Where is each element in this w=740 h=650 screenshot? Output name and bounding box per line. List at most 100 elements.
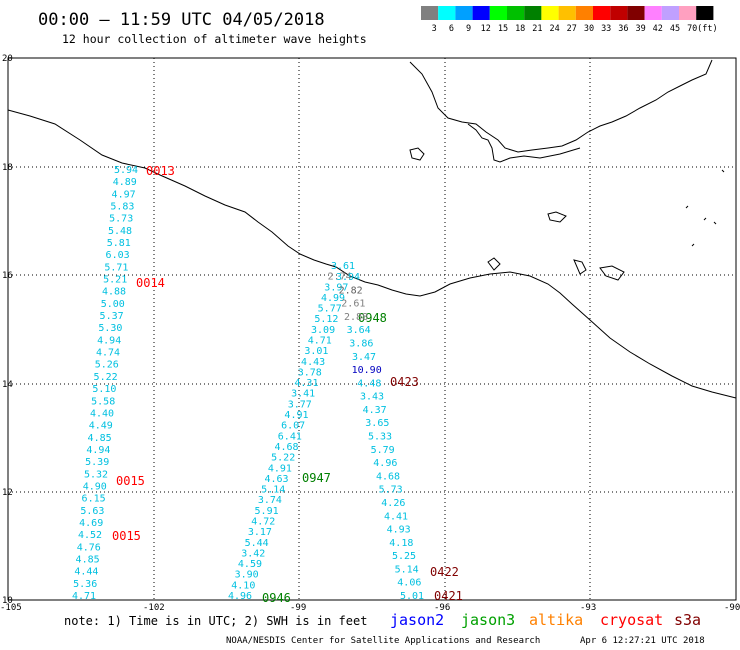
wave-height-value: 4.90 [83,481,107,492]
wave-height-value: 3.65 [365,418,389,429]
wave-height-value: 4.97 [112,189,136,200]
legend-label: 3 [432,24,437,34]
wave-height-value: 4.48 [357,378,381,389]
wave-height-value: 5.22 [271,453,295,464]
lat-tick-label: 12 [2,488,13,498]
wave-height-value: 4.85 [76,554,100,565]
legend-swatch [610,6,628,20]
legend-label: 15 [498,24,508,34]
legend-label: 33 [601,24,611,34]
legend-label: 36 [618,24,628,34]
pass-time-label: 0423 [390,375,419,389]
legend-swatch [524,6,542,20]
pass-time-label: 0015 [112,529,141,543]
wave-height-value: 5.12 [314,314,338,325]
lon-tick-label: -105 [0,603,22,613]
wave-height-value: 3.97 [324,282,348,293]
wave-height-value: 4.63 [265,474,289,485]
wave-height-value: 3.90 [235,570,259,581]
wave-height-value: 5.37 [100,311,124,322]
wave-height-value: 5.39 [85,457,109,468]
legend-label: 18 [515,24,525,34]
wave-height-value: 4.37 [363,405,387,416]
wave-height-value: 6.07 [281,421,305,432]
wave-height-value: 4.89 [113,177,137,188]
legend-label: 27 [567,24,577,34]
lon-tick-label: -96 [434,603,450,613]
wave-height-value: 4.10 [231,580,255,591]
pass-time-label: 0421 [434,589,463,603]
legend-swatch [455,6,473,20]
legend-unit: (ft) [697,24,717,34]
wave-height-value: 4.69 [79,518,103,529]
legend-swatch [558,6,576,20]
wave-height-value: 3.42 [241,548,265,559]
wave-height-value: 5.26 [95,360,119,371]
wave-height-value: 5.83 [110,202,134,213]
wave-height-value: 3.64 [347,325,371,336]
legend-label: 6 [449,24,454,34]
footer-note: note: 1) Time is in UTC; 2) SWH is in fe… [64,614,367,628]
legend-swatch [593,6,611,20]
wave-height-value: 5.14 [261,485,285,496]
wave-height-value: 4.44 [74,567,98,578]
wave-height-value: 4.41 [384,511,408,522]
wave-height-value: 4.71 [308,336,332,347]
legend-label: 12 [481,24,491,34]
wave-height-value: 4.74 [96,348,120,359]
wave-height-value: 4.96 [228,591,252,602]
wave-height-value: 3.86 [349,338,373,349]
wave-height-value: 5.22 [94,372,118,383]
wave-height-value: 4.72 [251,516,275,527]
page-subtitle: 12 hour collection of altimeter wave hei… [62,32,367,46]
satellite-label-jason3: jason3 [461,611,515,629]
wave-height-value: 4.52 [78,530,102,541]
legend-swatch [661,6,679,20]
wave-height-value: 5.25 [392,551,416,562]
wave-height-value: 4.85 [88,433,112,444]
legend-swatch [421,6,439,20]
legend-swatch [507,6,525,20]
legend-swatch [541,6,559,20]
satellite-label-s3a: s3a [674,611,701,629]
wave-height-value: 5.79 [371,445,395,456]
wave-height-value: 5.00 [101,299,125,310]
footer-timestamp: Apr 6 12:27:21 UTC 2018 [580,636,705,646]
wave-height-value: 3.78 [298,367,322,378]
coastline [7,59,737,399]
wave-height-value: 4.93 [387,525,411,536]
wave-height-value: 4.18 [389,538,413,549]
wave-height-value: 4.99 [321,293,345,304]
satellite-label-altika: altika [529,611,583,629]
wave-height-value: 5.32 [84,469,108,480]
wave-height-value: 4.94 [97,335,121,346]
wave-height-value: 2.74 [328,272,352,283]
lat-tick-label: 14 [2,380,13,390]
wave-height-value: 5.81 [107,238,131,249]
lon-tick-label: -93 [580,603,596,613]
pass-time-label: 0948 [358,311,387,325]
wave-height-value: 2.82 [339,285,363,296]
wave-height-value: 3.41 [291,389,315,400]
wave-height-value: 5.94 [114,165,138,176]
color-legend: 3 6 9 12 15 18 21 24 27 30 33 36 39 42 45 70 (ft) [421,6,718,34]
wave-height-value: 6.03 [106,250,130,261]
wave-height-value: 5.91 [255,506,279,517]
wave-height-value: 4.68 [274,442,298,453]
wave-height-value: 5.63 [80,506,104,517]
legend-swatch [438,6,456,20]
legend-label: 42 [653,24,663,34]
wave-height-value: 5.36 [73,579,97,590]
wave-height-value: 4.26 [381,498,405,509]
wave-height-value: 3.94 [336,272,360,283]
legend-swatch [489,6,507,20]
lat-tick-label: 20 [2,54,13,64]
legend-label: 45 [670,24,680,34]
wave-height-value: 4.68 [376,471,400,482]
wave-height-value: 3.47 [352,352,376,363]
legend-swatch [644,6,662,20]
wave-height-value: 4.49 [89,421,113,432]
legend-label: 21 [532,24,542,34]
wave-height-value: 3.77 [288,399,312,410]
